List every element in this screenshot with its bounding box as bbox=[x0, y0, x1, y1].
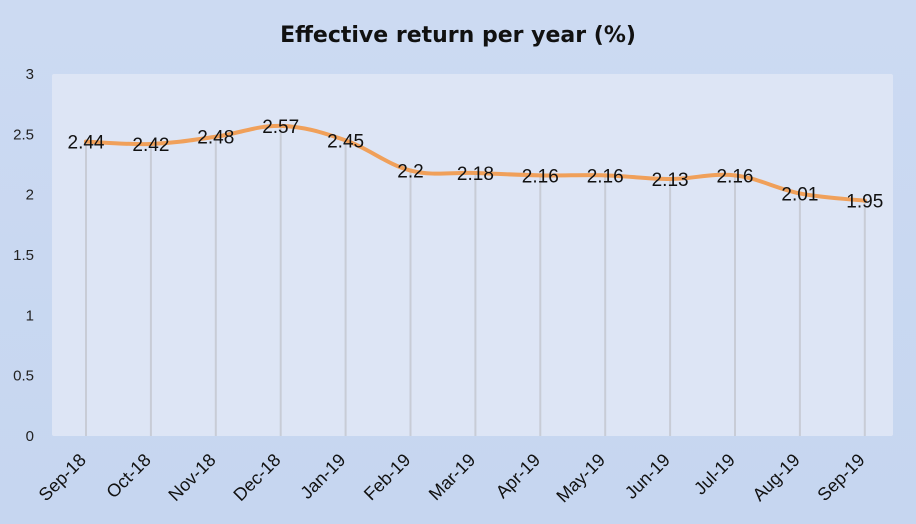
y-tick-label: 2 bbox=[26, 187, 34, 204]
data-label: 2.16 bbox=[522, 166, 559, 187]
data-point bbox=[213, 134, 218, 139]
data-point bbox=[148, 141, 153, 146]
x-tick-label: Feb-19 bbox=[360, 450, 414, 504]
x-tick-label: Apr-19 bbox=[492, 450, 544, 502]
data-point bbox=[473, 170, 478, 175]
x-tick-label: Aug-19 bbox=[749, 450, 804, 505]
data-point bbox=[84, 139, 88, 144]
y-tick-label: 0.5 bbox=[13, 368, 34, 385]
x-tick-label: May-19 bbox=[552, 450, 609, 507]
data-label: 2.01 bbox=[781, 184, 818, 205]
data-point bbox=[278, 123, 283, 128]
y-tick-label: 2.5 bbox=[13, 126, 34, 143]
y-tick-label: 3 bbox=[26, 66, 34, 83]
data-label: 2.16 bbox=[587, 166, 624, 187]
data-point bbox=[603, 173, 608, 178]
data-point bbox=[668, 176, 673, 181]
data-label: 2.13 bbox=[652, 170, 689, 191]
y-tick-label: 0 bbox=[26, 428, 34, 445]
data-label: 2.57 bbox=[262, 117, 299, 138]
data-label: 2.45 bbox=[327, 131, 364, 152]
x-tick-label: Oct-18 bbox=[102, 450, 154, 502]
x-tick-label: Dec-18 bbox=[229, 450, 284, 505]
x-tick-label: Jan-19 bbox=[296, 450, 349, 503]
data-label: 1.95 bbox=[846, 192, 883, 213]
x-tick-label: Jun-19 bbox=[621, 450, 674, 503]
x-tick-label: Jul-19 bbox=[690, 450, 739, 499]
data-label: 2.48 bbox=[197, 128, 234, 149]
data-label: 2.16 bbox=[717, 166, 754, 187]
y-tick-label: 1 bbox=[26, 307, 34, 324]
data-point bbox=[343, 138, 348, 143]
data-label: 2.44 bbox=[68, 133, 105, 154]
data-label: 2.2 bbox=[397, 162, 423, 183]
x-tick-label: Sep-19 bbox=[813, 450, 868, 505]
data-point bbox=[797, 191, 802, 196]
y-tick-label: 1.5 bbox=[13, 247, 34, 264]
data-label: 2.18 bbox=[457, 164, 494, 185]
data-point bbox=[862, 198, 867, 203]
plot-area bbox=[52, 74, 893, 436]
x-tick-label: Mar-19 bbox=[425, 450, 479, 504]
data-point bbox=[538, 173, 543, 178]
x-tick-label: Nov-18 bbox=[165, 450, 220, 505]
data-point bbox=[408, 168, 413, 173]
chart-title: Effective return per year (%) bbox=[280, 23, 636, 48]
x-tick-label: Sep-18 bbox=[35, 450, 90, 505]
data-point bbox=[733, 173, 737, 178]
data-label: 2.42 bbox=[132, 135, 169, 156]
